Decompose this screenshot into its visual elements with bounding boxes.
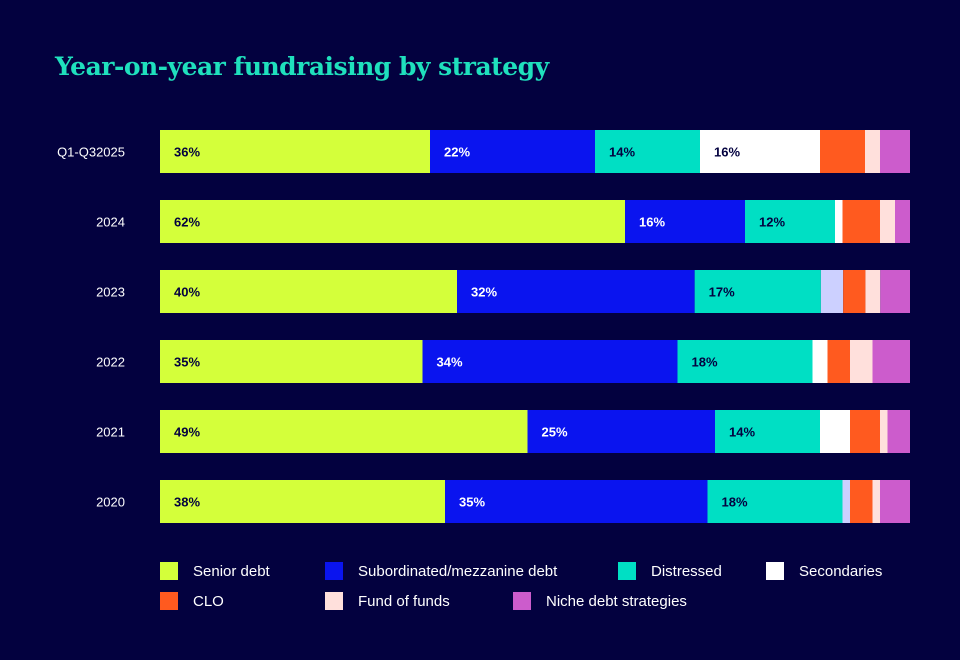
data-label: 34% — [437, 355, 463, 370]
bar-segment — [820, 270, 844, 313]
data-label: 49% — [174, 425, 200, 440]
bar-segment — [850, 480, 873, 523]
legend-item: Fund of funds — [325, 592, 450, 610]
data-label: 35% — [174, 355, 200, 370]
data-label: 16% — [639, 215, 665, 230]
bar-segment — [827, 340, 850, 383]
data-label: 12% — [759, 215, 785, 230]
bar-segment — [843, 270, 866, 313]
bar-segment — [160, 270, 458, 313]
legend-item: Distressed — [618, 562, 722, 580]
bar-segment — [745, 200, 835, 243]
bar-segment — [820, 130, 865, 173]
chart-title: Year-on-year fundraising by strategy — [55, 52, 549, 81]
data-label: 14% — [729, 425, 755, 440]
legend-label: Senior debt — [193, 562, 270, 580]
category-label: 2020 — [96, 495, 125, 510]
bar-segment — [880, 480, 910, 523]
bar-segment — [625, 200, 745, 243]
bar-segment — [842, 200, 880, 243]
category-label: 2024 — [96, 215, 125, 230]
data-label: 22% — [444, 145, 470, 160]
category-label: 2023 — [96, 285, 125, 300]
legend-swatch — [160, 562, 178, 580]
bar-segment — [880, 200, 895, 243]
bar-segment — [880, 410, 888, 453]
legend-label: Subordinated/mezzanine debt — [358, 562, 558, 580]
legend-item: Secondaries — [766, 562, 882, 580]
legend-swatch — [513, 592, 531, 610]
bar-segment — [595, 130, 700, 173]
bar-segment — [820, 410, 850, 453]
bar-segment — [850, 410, 880, 453]
bar-segment — [895, 200, 910, 243]
bar-segment — [160, 130, 430, 173]
data-label: 16% — [714, 145, 740, 160]
bar-segment — [707, 480, 843, 523]
legend-swatch — [766, 562, 784, 580]
stacked-bar-chart: Q1-Q32025 36% 22% 14% 16% 2024 62% 16% 12% 2023 40… — [57, 130, 910, 523]
data-label: 18% — [692, 355, 718, 370]
legend-label: Distressed — [651, 562, 722, 580]
bar-segment — [160, 480, 445, 523]
legend-label: CLO — [193, 592, 224, 610]
bar-segment — [872, 340, 910, 383]
category-label: 2021 — [96, 425, 125, 440]
legend-swatch — [160, 592, 178, 610]
data-label: 38% — [174, 495, 200, 510]
legend-swatch — [325, 592, 343, 610]
bar-segment — [872, 480, 880, 523]
bar-segment — [865, 270, 881, 313]
legend-item: Senior debt — [160, 562, 270, 580]
category-label: 2022 — [96, 355, 125, 370]
bar-segment — [445, 480, 708, 523]
bar-segment — [160, 200, 625, 243]
legend-label: Secondaries — [799, 562, 883, 580]
data-label: 14% — [609, 145, 635, 160]
bar-segment — [700, 130, 820, 173]
bar-segment — [850, 340, 873, 383]
bar-segment — [880, 130, 910, 173]
bar-segment — [160, 340, 423, 383]
bar-segment — [835, 200, 843, 243]
data-label: 40% — [174, 285, 200, 300]
bar-segment — [842, 480, 850, 523]
bar-segment — [160, 410, 528, 453]
category-label: Q1-Q32025 — [57, 145, 125, 160]
data-label: 32% — [471, 285, 497, 300]
legend-swatch — [325, 562, 343, 580]
bar-segment — [677, 340, 813, 383]
legend-item: Subordinated/mezzanine debt — [325, 562, 557, 580]
bar-segment — [887, 410, 910, 453]
legend-item: CLO — [160, 592, 224, 610]
legend-item: Niche debt strategies — [513, 592, 687, 610]
bar-segment — [865, 130, 880, 173]
bar-segment — [527, 410, 715, 453]
data-label: 18% — [722, 495, 748, 510]
bar-segment — [422, 340, 678, 383]
bar-segment — [812, 340, 828, 383]
data-label: 17% — [709, 285, 735, 300]
bar-segment — [430, 130, 595, 173]
bar-segment — [694, 270, 821, 313]
bar-segment — [457, 270, 695, 313]
legend-label: Fund of funds — [358, 592, 450, 610]
bar-segment — [715, 410, 820, 453]
data-label: 35% — [459, 495, 485, 510]
legend-label: Niche debt strategies — [546, 592, 687, 610]
legend-swatch — [618, 562, 636, 580]
data-label: 62% — [174, 215, 200, 230]
data-label: 36% — [174, 145, 200, 160]
bar-segment — [880, 270, 910, 313]
data-label: 25% — [542, 425, 568, 440]
